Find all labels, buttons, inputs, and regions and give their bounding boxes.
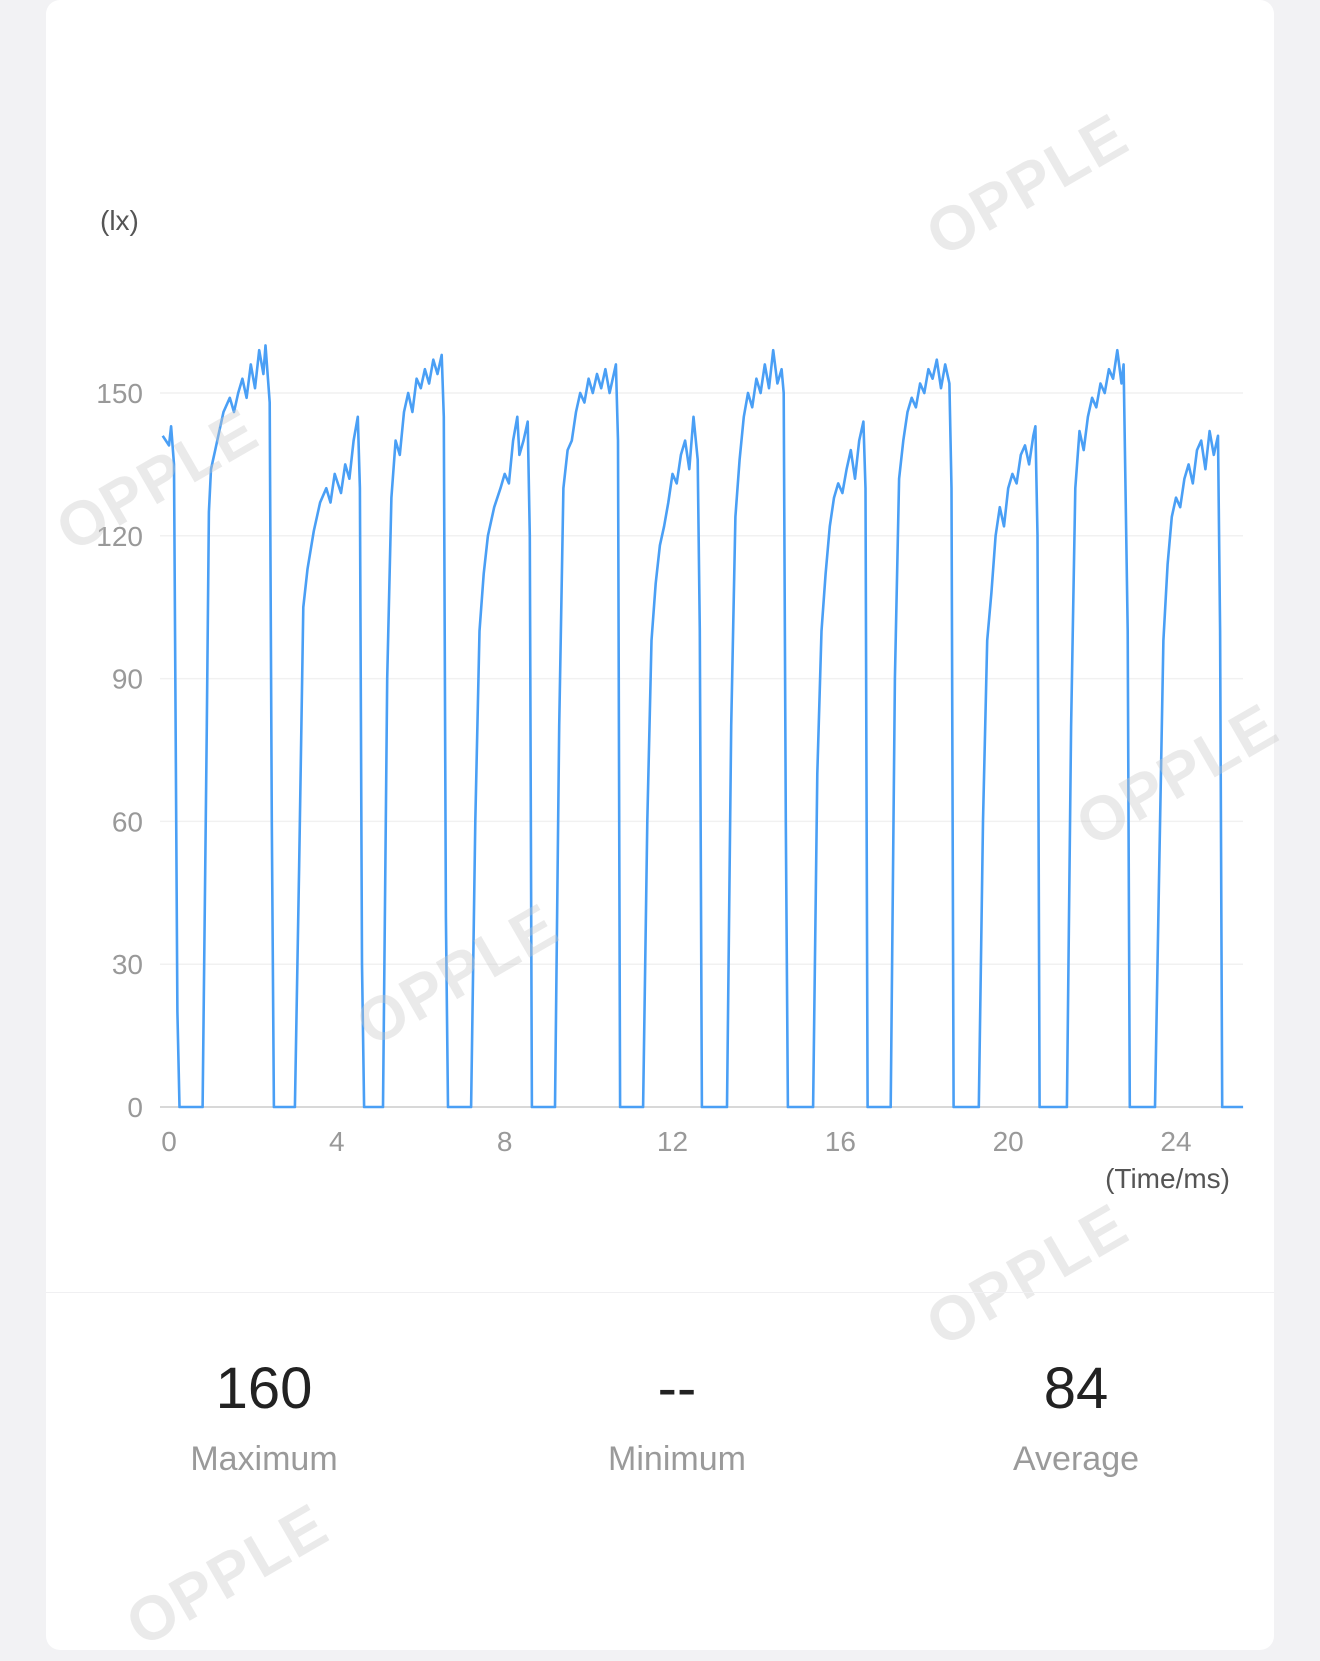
average-value: 84: [1043, 1356, 1109, 1421]
y-tick-label: 90: [112, 664, 143, 695]
x-tick-label: 16: [825, 1126, 856, 1157]
stats-divider: [46, 1292, 1274, 1293]
y-tick-label: 0: [127, 1092, 143, 1123]
y-tick-labels: 0 30 60 90 120 150: [96, 378, 143, 1123]
x-tick-label: 4: [329, 1126, 345, 1157]
maximum-value: 160: [215, 1356, 313, 1421]
stat-minimum: -- Minimum: [512, 1360, 842, 1479]
y-tick-label: 120: [96, 521, 143, 552]
minimum-label: Minimum: [608, 1440, 746, 1478]
x-tick-labels: 0 4 8 12 16 20 24: [161, 1126, 1191, 1157]
y-unit-label: (lx): [100, 205, 139, 236]
x-unit-label: (Time/ms): [1105, 1163, 1230, 1194]
x-tick-label: 24: [1160, 1126, 1191, 1157]
stat-maximum: 160 Maximum: [99, 1360, 429, 1479]
illuminance-chart: (lx) 0 30 60 90 120 150 0 4 8 12 16 20 24 (Time/ms): [96, 205, 1244, 1194]
y-tick-label: 150: [96, 378, 143, 409]
y-tick-label: 60: [112, 806, 143, 837]
minimum-value: --: [657, 1356, 697, 1421]
x-tick-label: 12: [657, 1126, 688, 1157]
x-tick-label: 20: [993, 1126, 1024, 1157]
series-line: [161, 344, 1244, 1109]
maximum-label: Maximum: [190, 1440, 338, 1478]
average-label: Average: [1012, 1440, 1140, 1478]
stat-average: 84 Average: [911, 1360, 1241, 1479]
x-tick-label: 0: [161, 1126, 177, 1157]
y-tick-label: 30: [112, 949, 143, 980]
x-tick-label: 8: [497, 1126, 513, 1157]
